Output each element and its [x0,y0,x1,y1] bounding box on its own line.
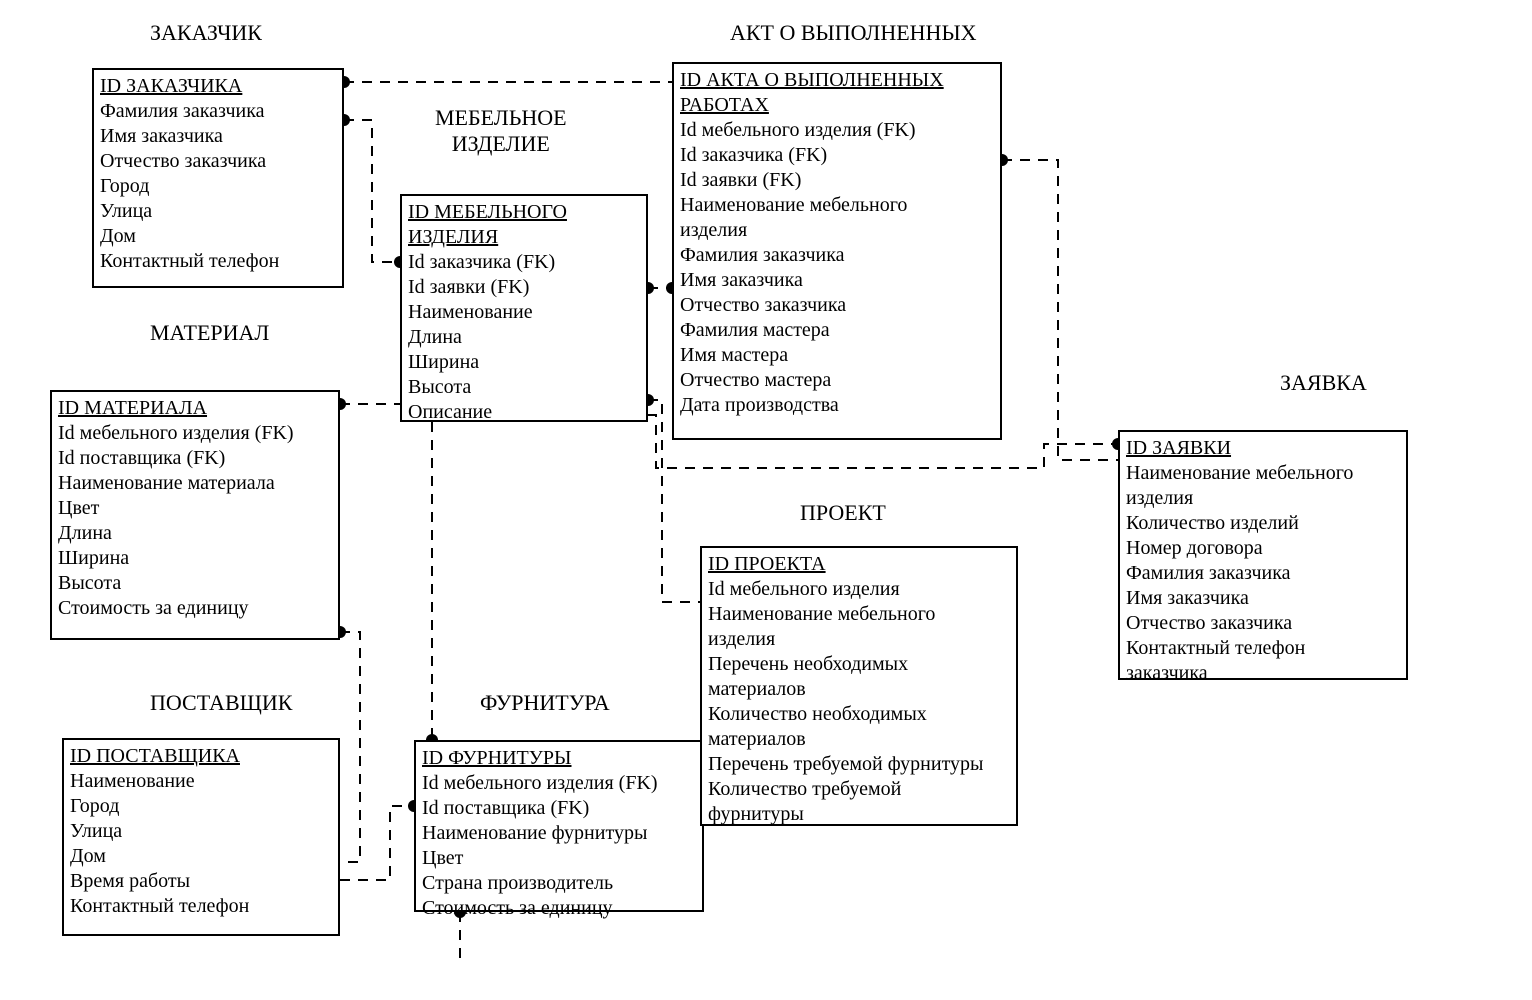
entity-attr: Перечень требуемой фурнитуры [708,752,1010,777]
entity-attr: ID МЕБЕЛЬНОГО [408,200,640,225]
entity-attr: Контактный телефон [100,249,336,274]
entity-attr: Наименование материала [58,471,332,496]
entity-attr: материалов [708,677,1010,702]
edge-supplier-to-hardware [340,806,414,880]
entity-attr: Имя заказчика [100,124,336,149]
entity-title-supplier: ПОСТАВЩИК [150,690,292,716]
entity-box-customer: ID ЗАКАЗЧИКАФамилия заказчикаИмя заказчи… [92,68,344,288]
entity-attr: Id заявки (FK) [408,275,640,300]
entity-attr: Страна производитель [422,871,696,896]
entity-box-hardware: ID ФУРНИТУРЫId мебельного изделия (FK)Id… [414,740,704,912]
entity-attr: Наименование фурнитуры [422,821,696,846]
entity-attr: Стоимость за единицу [422,896,696,921]
entity-attr: Id мебельного изделия (FK) [680,118,994,143]
entity-attr: ID ЗАЯВКИ [1126,436,1400,461]
entity-attr: ID ЗАКАЗЧИКА [100,74,336,99]
entity-attr: Цвет [422,846,696,871]
entity-attr: Номер договора [1126,536,1400,561]
entity-title-hardware: ФУРНИТУРА [480,690,610,716]
edge-material-to-supplier [340,632,360,862]
entity-attr: Id мебельного изделия [708,577,1010,602]
edge-act-to-order [1002,160,1118,460]
entity-attr: фурнитуры [708,802,1010,827]
entity-attr: Наименование мебельного [708,602,1010,627]
entity-attr: Id заказчика (FK) [680,143,994,168]
entity-attr: Количество требуемой [708,777,1010,802]
entity-attr: Наименование [70,769,332,794]
entity-attr: Количество необходимых [708,702,1010,727]
entity-attr: Id мебельного изделия (FK) [58,421,332,446]
entity-attr: Время работы [70,869,332,894]
entity-attr: Ширина [408,350,640,375]
entity-attr: Фамилия мастера [680,318,994,343]
edge-customer-to-product [344,120,400,262]
entity-attr: Описание [408,400,640,425]
entity-attr: Ширина [58,546,332,571]
entity-attr: Контактный телефон [70,894,332,919]
entity-attr: Наименование мебельного [680,193,994,218]
entity-attr: ID ФУРНИТУРЫ [422,746,696,771]
entity-attr: Длина [58,521,332,546]
entity-attr: Id поставщика (FK) [58,446,332,471]
entity-box-material: ID МАТЕРИАЛАId мебельного изделия (FK)Id… [50,390,340,640]
entity-attr: ID МАТЕРИАЛА [58,396,332,421]
entity-attr: ID ПРОЕКТА [708,552,1010,577]
entity-attr: Город [70,794,332,819]
entity-attr: Фамилия заказчика [680,243,994,268]
entity-attr: Отчество мастера [680,368,994,393]
entity-attr: Отчество заказчика [100,149,336,174]
entity-attr: Id мебельного изделия (FK) [422,771,696,796]
entity-attr: Id поставщика (FK) [422,796,696,821]
entity-attr: ID АКТА О ВЫПОЛНЕННЫХ [680,68,994,93]
entity-attr: Id заявки (FK) [680,168,994,193]
entity-attr: изделия [680,218,994,243]
entity-attr: Длина [408,325,640,350]
entity-attr: Наименование [408,300,640,325]
entity-attr: Улица [70,819,332,844]
entity-attr: Перечень необходимых [708,652,1010,677]
er-diagram-canvas: ЗАКАЗЧИКID ЗАКАЗЧИКАФамилия заказчикаИмя… [0,0,1532,1000]
entity-attr: заказчика [1126,661,1400,686]
entity-attr: РАБОТАХ [680,93,994,118]
entity-title-order: ЗАЯВКА [1280,370,1367,396]
entity-attr: Фамилия заказчика [1126,561,1400,586]
entity-attr: Цвет [58,496,332,521]
entity-box-project: ID ПРОЕКТАId мебельного изделияНаименова… [700,546,1018,826]
entity-attr: Высота [58,571,332,596]
entity-attr: Имя заказчика [680,268,994,293]
entity-attr: ID ПОСТАВЩИКА [70,744,332,769]
entity-attr: Дом [100,224,336,249]
entity-attr: Улица [100,199,336,224]
entity-attr: Имя заказчика [1126,586,1400,611]
entity-attr: Имя мастера [680,343,994,368]
entity-attr: изделия [1126,486,1400,511]
entity-title-completion_act: АКТ О ВЫПОЛНЕННЫХ [730,20,977,46]
entity-attr: Стоимость за единицу [58,596,332,621]
entity-attr: Отчество заказчика [1126,611,1400,636]
entity-attr: Город [100,174,336,199]
entity-title-furniture_product: МЕБЕЛЬНОЕ ИЗДЕЛИЕ [435,105,567,157]
entity-attr: Id заказчика (FK) [408,250,640,275]
entity-attr: Дата производства [680,393,994,418]
entity-attr: Наименование мебельного [1126,461,1400,486]
entity-attr: ИЗДЕЛИЯ [408,225,640,250]
entity-attr: Дом [70,844,332,869]
entity-attr: Отчество заказчика [680,293,994,318]
entity-box-supplier: ID ПОСТАВЩИКАНаименованиеГородУлицаДомВр… [62,738,340,936]
entity-title-material: МАТЕРИАЛ [150,320,269,346]
entity-attr: Фамилия заказчика [100,99,336,124]
entity-attr: изделия [708,627,1010,652]
entity-attr: Количество изделий [1126,511,1400,536]
entity-attr: Контактный телефон [1126,636,1400,661]
entity-box-order: ID ЗАЯВКИНаименование мебельногоизделияК… [1118,430,1408,680]
entity-title-project: ПРОЕКТ [800,500,886,526]
entity-title-customer: ЗАКАЗЧИК [150,20,262,46]
entity-attr: Высота [408,375,640,400]
entity-box-furniture_product: ID МЕБЕЛЬНОГОИЗДЕЛИЯId заказчика (FK)Id … [400,194,648,422]
entity-box-completion_act: ID АКТА О ВЫПОЛНЕННЫХРАБОТАХId мебельног… [672,62,1002,440]
entity-attr: материалов [708,727,1010,752]
